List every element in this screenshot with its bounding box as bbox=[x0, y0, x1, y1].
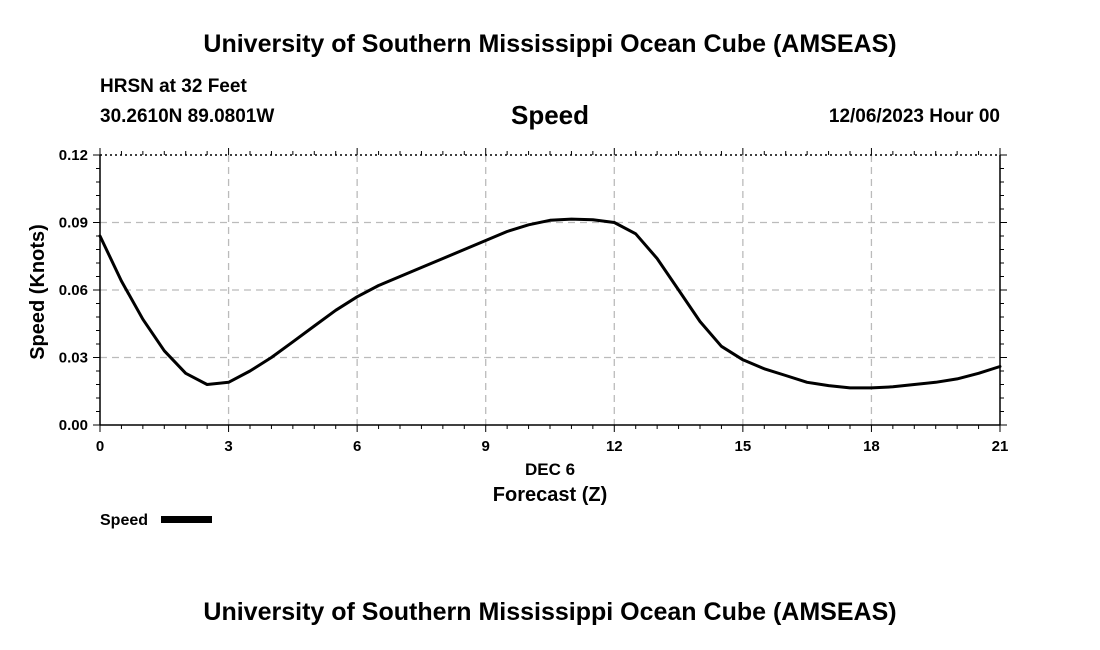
y-tick-label: 0.12 bbox=[59, 147, 88, 164]
y-tick-label: 0.03 bbox=[59, 350, 88, 367]
y-tick-label: 0.06 bbox=[59, 282, 88, 299]
x-axis-date-label: DEC 6 bbox=[525, 460, 575, 479]
legend-swatch bbox=[161, 516, 212, 523]
datetime-label: 12/06/2023 Hour 00 bbox=[828, 106, 1000, 127]
coordinates-label: 30.2610N 89.0801W bbox=[100, 106, 275, 127]
x-tick-label: 6 bbox=[353, 438, 361, 455]
y-tick-label: 0.00 bbox=[59, 417, 88, 434]
speed-series-line bbox=[98, 217, 1002, 390]
x-tick-label: 0 bbox=[96, 438, 104, 455]
station-label: HRSN at 32 Feet bbox=[100, 76, 247, 97]
x-tick-label: 18 bbox=[863, 438, 880, 455]
x-tick-label: 12 bbox=[606, 438, 623, 455]
chart-title-bottom: University of Southern Mississippi Ocean… bbox=[203, 598, 897, 626]
variable-title: Speed bbox=[510, 100, 590, 130]
x-tick-label: 15 bbox=[735, 438, 752, 455]
y-axis-label: Speed (Knots) bbox=[27, 224, 49, 360]
y-tick-label: 0.09 bbox=[59, 215, 88, 232]
x-tick-label: 3 bbox=[224, 438, 232, 455]
x-tick-label: 9 bbox=[482, 438, 490, 455]
chart-title-top: University of Southern Mississippi Ocean… bbox=[203, 30, 897, 58]
legend-label: Speed bbox=[100, 512, 148, 529]
x-tick-label: 21 bbox=[992, 438, 1009, 455]
x-axis-label: Forecast (Z) bbox=[493, 484, 607, 506]
